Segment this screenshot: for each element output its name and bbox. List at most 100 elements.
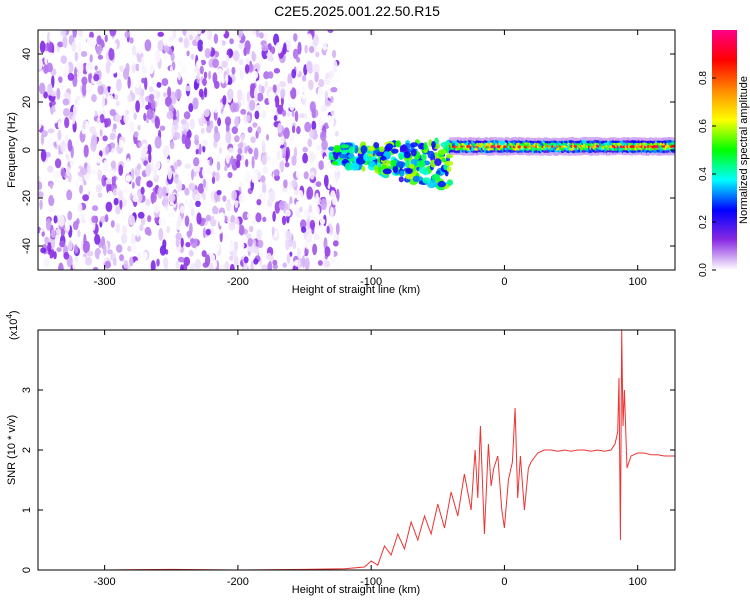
heatmap-cell xyxy=(118,139,125,148)
heatmap-cell xyxy=(334,164,339,173)
heatmap-cell xyxy=(105,88,109,99)
heatmap-cell xyxy=(99,128,103,137)
heatmap-cell xyxy=(91,215,98,224)
heatmap-cell xyxy=(137,124,141,131)
heatmap-cell xyxy=(254,110,260,120)
heatmap-cell xyxy=(167,86,172,98)
heatmap-cell xyxy=(41,30,48,38)
heatmap-cell xyxy=(212,58,220,69)
heatmap-cell xyxy=(131,181,135,189)
heatmap-cell xyxy=(382,168,392,175)
heatmap-cell xyxy=(99,113,105,124)
heatmap-cell xyxy=(291,110,295,117)
heatmap-cell xyxy=(81,256,87,267)
heatmap-cell xyxy=(213,33,219,44)
heatmap-cell xyxy=(157,186,164,199)
heatmap-cell xyxy=(251,50,256,61)
heatmap-cell xyxy=(54,79,60,89)
heatmap-cell xyxy=(282,42,287,55)
heatmap-cell xyxy=(56,87,61,100)
heatmap-cell xyxy=(132,195,139,203)
heatmap-cell xyxy=(318,260,323,266)
heatmap-cell xyxy=(197,183,205,194)
heatmap-cell xyxy=(186,230,192,238)
heatmap-cell xyxy=(55,178,63,189)
heatmap-cell xyxy=(315,192,319,204)
heatmap-cell xyxy=(319,218,326,225)
heatmap-cell xyxy=(60,30,67,37)
heatmap-cell xyxy=(284,99,289,113)
heatmap-cell xyxy=(420,153,427,161)
heatmap-cell xyxy=(247,126,253,133)
heatmap-cell xyxy=(58,262,64,270)
heatmap-cell xyxy=(313,205,320,218)
heatmap-cell xyxy=(272,84,277,93)
heatmap-cell xyxy=(119,199,123,210)
heatmap-cell xyxy=(234,116,240,128)
heatmap-cell xyxy=(237,147,243,155)
heatmap-marks xyxy=(38,30,675,270)
heatmap-cell xyxy=(262,33,269,42)
heatmap-cell xyxy=(181,124,185,132)
heatmap-cell xyxy=(116,244,123,253)
colorbar: 0.0 0.2 0.4 0.6 0.8 Normalized spectral ampl… xyxy=(698,30,750,277)
heatmap-cell xyxy=(180,264,184,270)
heatmap-cell xyxy=(276,150,281,161)
heatmap-cell xyxy=(115,205,121,215)
heatmap-cell xyxy=(267,43,272,51)
heatmap-cell xyxy=(236,89,243,102)
heatmap-cell xyxy=(196,109,203,119)
heatmap-cell xyxy=(109,109,117,117)
heatmap-cell xyxy=(44,236,50,245)
heatmap-cell xyxy=(85,256,92,266)
snr-x-tick-label: 100 xyxy=(629,576,647,588)
heatmap-cell xyxy=(192,233,197,240)
heatmap-cell xyxy=(309,101,316,113)
heatmap-cell xyxy=(200,127,205,135)
heatmap-cell xyxy=(249,99,256,111)
heatmap-cell xyxy=(137,163,142,170)
heatmap-cell xyxy=(194,66,199,73)
heatmap-cell xyxy=(324,246,331,257)
heatmap-cell xyxy=(310,258,317,266)
heatmap-cell xyxy=(55,170,61,178)
heatmap-cell xyxy=(216,161,221,171)
heatmap-cell xyxy=(222,110,227,117)
heatmap-cell xyxy=(423,141,428,151)
heatmap-cell xyxy=(398,176,404,183)
heatmap-x-tick-label: -200 xyxy=(227,276,249,288)
heatmap-cell xyxy=(169,48,173,56)
heatmap-cell xyxy=(301,255,306,268)
heatmap-cell xyxy=(115,222,121,234)
heatmap-cell xyxy=(102,46,109,52)
heatmap-cell xyxy=(261,110,267,119)
heatmap-cell xyxy=(274,95,280,108)
heatmap-cell xyxy=(154,136,162,149)
heatmap-cell xyxy=(327,30,334,34)
heatmap-cell xyxy=(315,140,323,152)
heatmap-cell xyxy=(283,127,290,139)
heatmap-cell xyxy=(47,137,54,149)
heatmap-cell xyxy=(244,40,251,52)
heatmap-cell xyxy=(289,203,294,212)
heatmap-cell xyxy=(296,126,301,135)
heatmap-cell xyxy=(128,204,132,214)
heatmap-cell xyxy=(374,164,379,172)
heatmap-cell xyxy=(190,207,195,217)
heatmap-cell xyxy=(330,257,336,264)
heatmap-cell xyxy=(305,234,313,243)
heatmap-cell xyxy=(213,213,218,221)
heatmap-cell xyxy=(118,190,124,201)
heatmap-cell xyxy=(251,172,258,184)
heatmap-cell xyxy=(334,71,341,84)
heatmap-cell xyxy=(304,121,312,133)
heatmap-cell xyxy=(42,179,49,190)
heatmap-cell xyxy=(55,234,60,243)
heatmap-cell xyxy=(299,113,306,119)
heatmap-cell xyxy=(225,54,230,63)
heatmap-cell xyxy=(260,175,266,183)
heatmap-cell xyxy=(309,45,315,54)
heatmap-cell xyxy=(671,141,675,145)
heatmap-cell xyxy=(128,120,135,133)
heatmap-cell xyxy=(122,187,129,197)
